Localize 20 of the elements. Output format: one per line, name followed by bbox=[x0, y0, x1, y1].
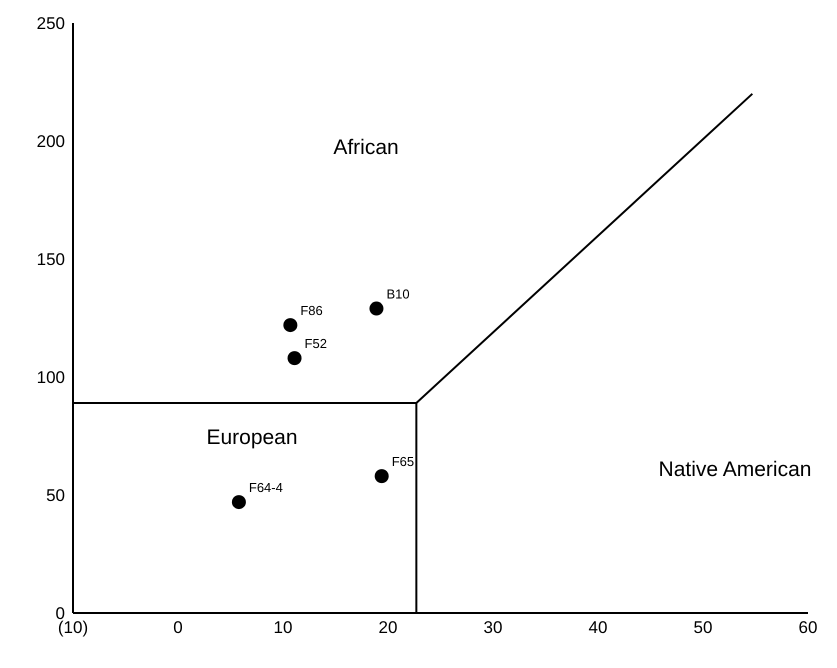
x-tick-label: 40 bbox=[588, 618, 608, 638]
x-tick-label: 60 bbox=[798, 618, 818, 638]
x-tick-label: 10 bbox=[274, 618, 292, 638]
y-tick-label: 50 bbox=[46, 486, 65, 506]
annotation: B10 bbox=[386, 286, 410, 302]
y-tick-label: 100 bbox=[36, 368, 65, 388]
annotation: African bbox=[333, 136, 399, 160]
x-tick-label: 20 bbox=[378, 618, 398, 638]
x-tick-label: 0 bbox=[173, 618, 183, 638]
annotation: F65 bbox=[392, 454, 414, 470]
y-tick-label: 150 bbox=[36, 250, 65, 270]
y-tick-label: 250 bbox=[36, 14, 65, 34]
annotation: Native American bbox=[658, 458, 812, 482]
y-tick-label: 200 bbox=[36, 132, 65, 152]
annotation: European bbox=[206, 426, 298, 450]
annotation: F52 bbox=[304, 336, 327, 352]
annotation: F86 bbox=[300, 303, 323, 318]
x-tick-label: 50 bbox=[694, 618, 712, 638]
x-tick-label: 30 bbox=[484, 618, 502, 638]
annotation: F64-4 bbox=[248, 480, 283, 496]
